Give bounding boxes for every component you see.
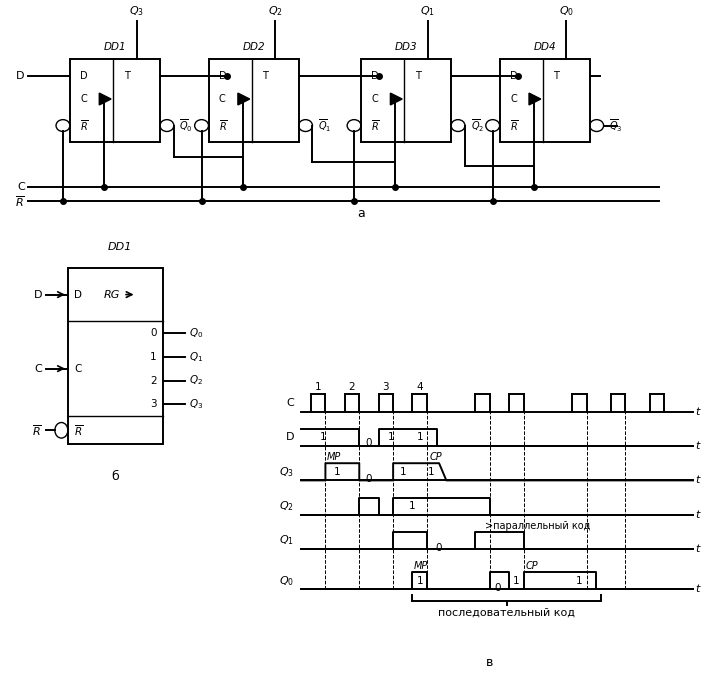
Polygon shape: [529, 93, 541, 105]
Polygon shape: [100, 93, 111, 105]
Text: T: T: [414, 71, 420, 80]
Text: 1: 1: [417, 576, 423, 586]
Text: D: D: [510, 71, 518, 80]
Text: DD3: DD3: [395, 42, 417, 52]
Bar: [361, 59, 451, 142]
Text: t: t: [695, 441, 700, 451]
Text: $Q_0$: $Q_0$: [559, 4, 574, 18]
Bar: [209, 59, 299, 142]
Text: t: t: [695, 544, 700, 554]
Text: 1: 1: [576, 576, 583, 586]
Text: в: в: [486, 657, 494, 670]
Text: $\overline{R}$: $\overline{R}$: [74, 423, 84, 438]
Text: $\overline{Q}_3$: $\overline{Q}_3$: [609, 117, 622, 134]
Bar: [70, 59, 160, 142]
Text: D: D: [371, 71, 379, 80]
Text: CP: CP: [525, 561, 538, 571]
Text: RG: RG: [104, 290, 121, 299]
Text: $Q_2$: $Q_2$: [268, 4, 282, 18]
Text: б: б: [112, 471, 119, 484]
Text: $\overline{R}$: $\overline{R}$: [15, 194, 25, 209]
Text: $Q_3$: $Q_3$: [279, 465, 294, 479]
Text: 0: 0: [436, 543, 443, 552]
Text: 4: 4: [417, 382, 423, 391]
Text: $Q_2$: $Q_2$: [279, 499, 294, 513]
Bar: [500, 59, 590, 142]
Text: T: T: [262, 71, 268, 80]
Text: 1: 1: [409, 501, 416, 512]
Text: DD1: DD1: [104, 42, 126, 52]
Text: $Q_3$: $Q_3$: [129, 4, 144, 18]
Text: D: D: [219, 71, 227, 80]
Text: 0: 0: [365, 474, 373, 484]
Text: D: D: [74, 290, 82, 299]
Text: 1: 1: [427, 466, 434, 477]
Text: $\overline{Q}_1$: $\overline{Q}_1$: [318, 117, 331, 134]
Text: 1: 1: [388, 432, 394, 443]
Text: C: C: [74, 364, 82, 374]
Text: T: T: [553, 71, 559, 80]
Text: D: D: [33, 290, 42, 299]
Text: 1: 1: [150, 352, 157, 361]
Text: DD4: DD4: [534, 42, 556, 52]
Text: C: C: [34, 364, 42, 374]
Text: D: D: [80, 71, 88, 80]
Text: CP: CP: [430, 451, 442, 462]
Text: последовательный код: последовательный код: [438, 608, 575, 618]
Text: 1: 1: [399, 466, 406, 477]
Text: C: C: [510, 94, 517, 104]
Text: $Q_1$: $Q_1$: [279, 533, 294, 548]
Text: DD2: DD2: [243, 42, 265, 52]
Text: t: t: [695, 584, 700, 594]
Text: C: C: [17, 181, 25, 192]
Text: t: t: [695, 475, 700, 486]
Text: $\overline{R}$: $\overline{R}$: [510, 118, 519, 133]
Text: C: C: [219, 94, 226, 104]
Text: D: D: [17, 71, 25, 80]
Text: $Q_3$: $Q_3$: [189, 398, 204, 411]
Text: C: C: [286, 398, 294, 408]
Text: 3: 3: [383, 382, 389, 391]
Bar: [68, 268, 163, 445]
Text: 0: 0: [494, 583, 500, 593]
Polygon shape: [238, 93, 250, 105]
Text: MP: MP: [327, 451, 341, 462]
Text: $Q_1$: $Q_1$: [189, 350, 204, 364]
Text: $\overline{R}$: $\overline{R}$: [371, 118, 380, 133]
Text: $Q_0$: $Q_0$: [189, 326, 204, 340]
Text: $\overline{Q}_0$: $\overline{Q}_0$: [179, 117, 193, 134]
Text: 2: 2: [349, 382, 355, 391]
Text: $\overline{R}$: $\overline{R}$: [80, 118, 89, 133]
Text: C: C: [80, 94, 87, 104]
Text: $\overline{R}$: $\overline{R}$: [32, 423, 42, 438]
Text: 1: 1: [320, 432, 326, 443]
Text: T: T: [123, 71, 129, 80]
Text: $\overline{Q}_2$: $\overline{Q}_2$: [471, 117, 484, 134]
Text: t: t: [695, 406, 700, 417]
Text: >параллельный код: >параллельный код: [485, 520, 591, 531]
Text: 1: 1: [417, 432, 423, 443]
Text: $Q_0$: $Q_0$: [279, 574, 294, 588]
Polygon shape: [391, 93, 402, 105]
Text: 0: 0: [365, 438, 373, 448]
Text: C: C: [371, 94, 378, 104]
Text: $\overline{R}$: $\overline{R}$: [219, 118, 227, 133]
Text: а: а: [357, 207, 365, 220]
Text: $Q_2$: $Q_2$: [189, 374, 203, 387]
Text: DD1: DD1: [108, 242, 132, 252]
Text: 1: 1: [513, 576, 520, 586]
Text: t: t: [695, 509, 700, 520]
Text: 0: 0: [150, 328, 157, 338]
Text: 1: 1: [315, 382, 321, 391]
Text: MP: MP: [414, 561, 428, 571]
Text: 2: 2: [150, 376, 157, 385]
Text: 3: 3: [150, 399, 157, 409]
Text: D: D: [285, 432, 294, 443]
Text: 1: 1: [334, 466, 341, 477]
Text: $Q_1$: $Q_1$: [420, 4, 435, 18]
